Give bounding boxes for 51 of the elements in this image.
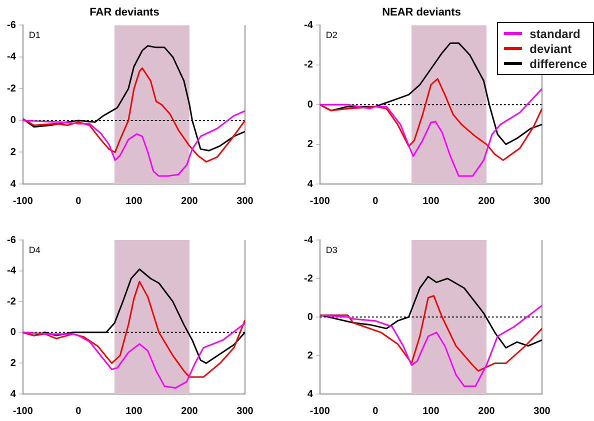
annotation: D1 — [28, 30, 40, 40]
y-tick-label: -6 — [6, 20, 16, 31]
y-tick-label: 2 — [10, 358, 16, 369]
x-tick-label: -100 — [310, 406, 330, 417]
x-tick-label: 200 — [181, 406, 198, 417]
x-tick-label: 0 — [372, 406, 379, 417]
chart-title: NEAR deviants — [382, 6, 461, 19]
y-tick-label: 4 — [10, 178, 16, 190]
y-tick-label: -4 — [304, 234, 314, 246]
x-tick-label: 300 — [534, 196, 551, 207]
x-tick-label: -100 — [310, 196, 330, 207]
y-tick-label: 4 — [307, 178, 314, 190]
legend-label: difference — [530, 56, 587, 70]
x-tick-label: 100 — [422, 196, 440, 207]
x-tick-label: -100 — [12, 406, 34, 417]
x-tick-label: 300 — [534, 406, 551, 417]
y-tick-label: -4 — [6, 266, 16, 277]
x-tick-label: 200 — [181, 196, 198, 207]
y-tick-label: 0 — [307, 99, 314, 110]
x-tick-label: 100 — [126, 406, 143, 417]
x-tick-label: 0 — [76, 406, 82, 417]
x-tick-label: 100 — [422, 406, 440, 417]
y-tick-label: 0 — [10, 327, 16, 338]
x-tick-label: 0 — [372, 196, 379, 207]
y-tick-label: 0 — [10, 115, 16, 126]
y-tick-label: -2 — [304, 273, 314, 284]
y-tick-label: -6 — [6, 234, 16, 246]
legend-label: standard — [530, 26, 580, 40]
y-tick-label: 0 — [307, 312, 314, 323]
annotation: D3 — [326, 244, 338, 255]
chart-title: FAR deviants — [90, 6, 160, 19]
y-tick-label: 2 — [307, 139, 314, 150]
x-tick-label: 0 — [76, 196, 82, 207]
x-tick-label: 300 — [236, 406, 254, 417]
x-tick-label: 200 — [478, 196, 496, 207]
x-tick-label: 200 — [478, 406, 496, 417]
y-tick-label: 2 — [307, 350, 314, 362]
y-tick-label: 2 — [10, 146, 16, 158]
y-tick-label: -2 — [6, 296, 16, 308]
y-tick-label: -2 — [304, 60, 314, 71]
x-tick-label: 100 — [126, 196, 143, 207]
x-tick-label: -100 — [12, 196, 34, 207]
annotation: D4 — [28, 244, 40, 255]
x-tick-label: 300 — [236, 196, 254, 207]
y-tick-label: -4 — [304, 20, 314, 31]
y-tick-label: 4 — [307, 388, 314, 400]
y-tick-label: -2 — [6, 83, 16, 94]
y-tick-label: 4 — [10, 388, 16, 400]
annotation: D2 — [326, 30, 338, 40]
y-tick-label: -4 — [6, 52, 16, 63]
legend-label: deviant — [530, 42, 572, 56]
